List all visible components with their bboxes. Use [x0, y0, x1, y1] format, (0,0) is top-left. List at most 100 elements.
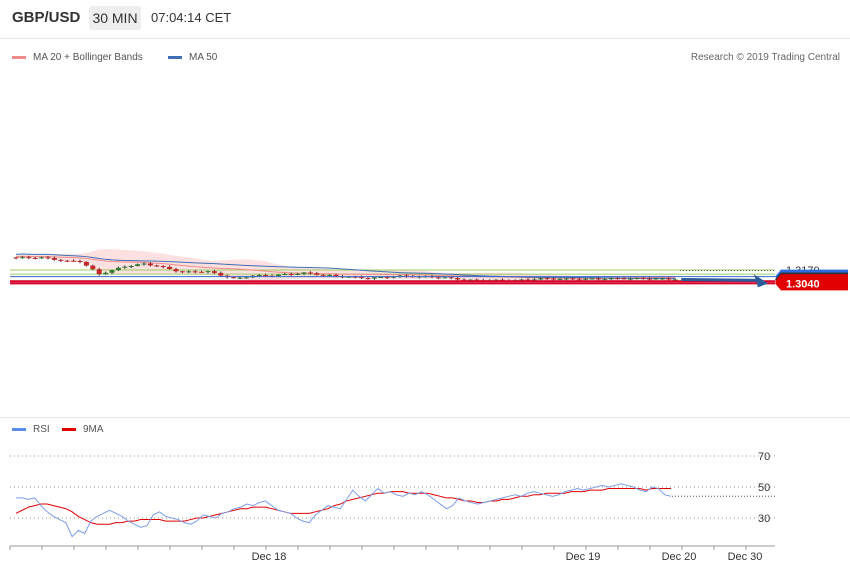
candle-body	[634, 277, 640, 279]
candle-body	[51, 258, 57, 260]
candle-body	[595, 278, 601, 280]
rsi-legend-swatch	[12, 428, 26, 431]
candle-body	[672, 279, 678, 281]
candle-body	[602, 279, 608, 281]
candle-body	[282, 274, 288, 276]
candle-body	[448, 277, 454, 279]
candle-body	[365, 278, 371, 280]
research-credit: Research © 2019 Trading Central	[690, 52, 840, 63]
candle-body	[122, 266, 128, 268]
candle-body	[467, 279, 473, 281]
chart-header: GBP/USD 30 MIN 07:04:14 CET	[0, 0, 850, 38]
candle-body	[307, 272, 313, 274]
candle-body	[563, 278, 569, 280]
candle-body	[583, 278, 589, 280]
candle-body	[455, 278, 461, 280]
candle-body	[659, 278, 665, 280]
candle-body	[263, 275, 269, 277]
candle-body	[26, 257, 32, 259]
ma9-legend-swatch	[62, 428, 76, 431]
candle-body	[499, 279, 505, 281]
candle-body	[45, 257, 51, 259]
candle-body	[160, 266, 166, 268]
candle-body	[128, 266, 134, 268]
x-tick-label: Dec 18	[252, 551, 287, 563]
candle-body	[13, 257, 19, 259]
candle-body	[205, 271, 211, 273]
price-tag	[775, 276, 848, 291]
timeframe-badge[interactable]: 30 MIN	[89, 6, 141, 30]
candle-body	[391, 276, 397, 278]
candle-body	[378, 277, 384, 279]
candle-body	[173, 269, 179, 272]
candle-body	[211, 271, 217, 273]
candle-body	[295, 273, 301, 275]
x-tick-label: Dec 30	[728, 551, 763, 563]
candle-body	[231, 277, 237, 279]
candle-body	[58, 259, 64, 261]
ma20-legend-swatch	[12, 56, 26, 59]
candle-body	[371, 277, 377, 279]
forecast-arrow-head	[754, 274, 768, 288]
candle-body	[608, 278, 614, 280]
rsi-legend-label: RSI	[33, 424, 50, 435]
candle-body	[167, 266, 173, 270]
candle-body	[115, 267, 121, 271]
candle-body	[192, 271, 198, 273]
candle-body	[237, 277, 243, 279]
candle-body	[519, 279, 525, 281]
candle-body	[90, 265, 96, 270]
candle-body	[570, 278, 576, 280]
candle-body	[493, 279, 499, 281]
candle-body	[275, 274, 281, 276]
rsi-ma9-line	[15, 488, 671, 525]
candle-body	[19, 257, 25, 259]
candle-body	[109, 270, 115, 273]
candle-body	[39, 257, 45, 259]
candle-body	[179, 271, 185, 273]
candle-body	[314, 273, 320, 275]
candle-body	[435, 277, 441, 279]
ma20-legend-label: MA 20 + Bollinger Bands	[33, 52, 143, 63]
candle-body	[320, 274, 326, 276]
candle-body	[301, 272, 307, 274]
candle-body	[397, 275, 403, 277]
candle-body	[442, 277, 448, 279]
timestamp: 07:04:14 CET	[151, 10, 232, 25]
candle-body	[359, 276, 365, 279]
candle-body	[352, 276, 358, 278]
candle-body	[154, 265, 160, 267]
x-tick-label: Dec 19	[566, 551, 601, 563]
candle-body	[71, 260, 77, 262]
candle-body	[531, 279, 537, 281]
candle-body	[551, 278, 557, 280]
candle-body	[147, 263, 153, 266]
timeframe-label: 30 MIN	[92, 10, 138, 26]
candle-body	[538, 278, 544, 280]
candle-body	[346, 276, 352, 278]
forecast-arrow-shaft	[681, 278, 761, 282]
rsi-tick-label: 30	[758, 513, 770, 525]
candle-body	[544, 278, 550, 280]
candle-body	[64, 260, 70, 262]
candle-body	[83, 261, 89, 266]
candle-body	[96, 269, 102, 275]
candle-body	[327, 274, 333, 276]
ma50-legend-swatch	[168, 56, 182, 59]
candle-body	[135, 264, 141, 267]
candle-body	[141, 263, 147, 265]
candle-body	[647, 278, 653, 280]
candle-body	[615, 278, 621, 280]
header-divider	[0, 38, 850, 39]
candle-body	[32, 257, 38, 259]
rsi-tick-label: 50	[758, 482, 770, 494]
ma50-legend-label: MA 50	[189, 52, 218, 63]
candle-body	[461, 279, 467, 281]
candle-body	[288, 274, 294, 276]
candle-body	[256, 275, 262, 277]
candle-body	[103, 272, 109, 275]
candle-body	[243, 277, 249, 279]
candle-body	[525, 279, 531, 281]
panel-divider	[0, 417, 850, 418]
